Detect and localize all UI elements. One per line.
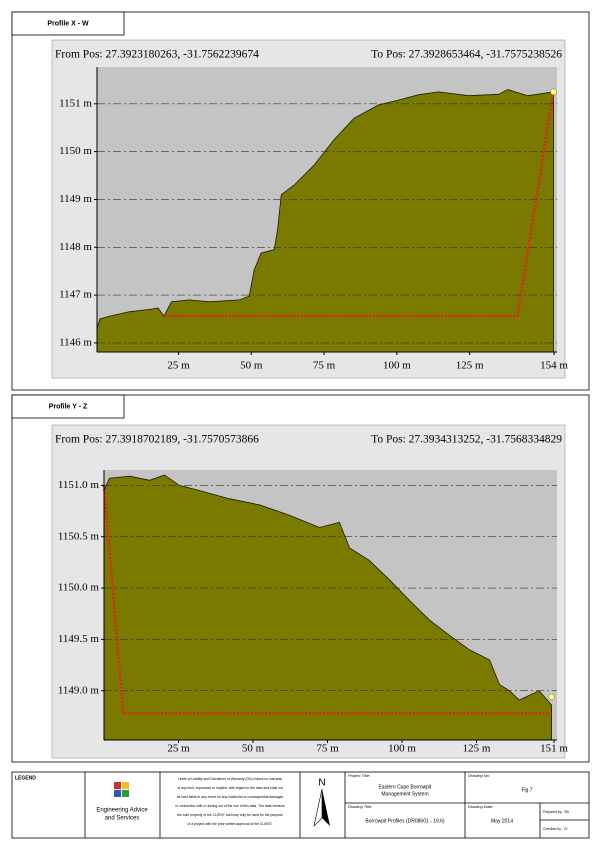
disclaimer-line: of a project with the prior written appr… [188,822,273,826]
field-label: Project Title: [348,773,370,778]
x-tick-label: 154 m [540,360,568,372]
y-tick-label: 1150 m [59,145,92,157]
y-tick-label: 1149 m [59,193,92,205]
disclaimer-line: of any kind, expressed or implied, with … [177,786,282,790]
field-label: Drawing Title: [348,804,372,809]
panel-title: Profile X - W [47,20,89,27]
from-position: From Pos: 27.3918702189, -31.7570573866 [55,434,259,446]
to-position: To Pos: 27.3934313252, -31.7568334829 [371,434,562,446]
y-tick-label: 1151.0 m [58,479,100,491]
route-line [102,485,552,715]
charts: Profile X - W From Pos: 27.3923180263, -3… [11,11,590,763]
x-tick-label: 25 m [167,360,190,372]
route-line [164,91,555,318]
title-block-frame [11,771,590,839]
y-tick-label: 1150.5 m [58,530,100,542]
x-tick-label: 125 m [463,743,491,755]
y-tick-label: 1149.0 m [58,684,100,696]
drawing-title: Borrowpit Profiles (DR08601 - 19.6) [365,818,445,824]
y-tick-label: 1148 m [59,241,92,253]
title-block: LEGEND Engineering Advice and Services L… [11,771,590,839]
y-tick-label: 1146 m [59,336,92,348]
north-label: N [318,778,325,789]
project-title: Eastern Cape Borrowpit [378,784,432,790]
panel-title: Profile Y - Z [49,403,88,410]
disclaimer-line: Limits of Liability and Disclaimer of Wa… [178,777,283,781]
disclaimer-line: be held liable in any event for any inci… [177,795,284,799]
terrain-area [96,89,554,353]
disclaimer-line: the sole property of the CLIENT and may … [177,813,283,817]
checked-by: Checked by : JV [543,827,568,831]
y-tick-label: 1151 m [59,97,92,109]
x-tick-label: 50 m [240,360,263,372]
x-tick-label: 50 m [242,743,265,755]
x-tick-label: 100 m [383,360,411,372]
company-name: Engineering Advice [96,808,148,814]
x-tick-label: 25 m [167,743,190,755]
legend-label: LEGEND [15,775,36,781]
terrain-area [103,474,552,741]
profile-panel: Profile X - W From Pos: 27.3923180263, -3… [11,11,590,391]
logo [114,782,129,797]
profile-panel: Profile Y - Z From Pos: 27.3918702189, -3… [11,394,590,763]
end-marker [548,693,555,701]
disclaimer: Limits of Liability and Disclaimer of Wa… [175,777,284,826]
end-marker [550,88,557,96]
field-label: Drawing Date: [468,804,493,809]
disclaimer-line: in connection with or arising out of the… [175,804,284,808]
field-label: Drawing No: [468,773,490,778]
to-position: To Pos: 27.3928653464, -31.7575238526 [371,49,562,61]
panel-label-box [11,394,125,419]
north-arrow [322,789,330,826]
x-tick-label: 151 m [540,743,568,755]
project-title: Management System [381,791,428,797]
company-name: and Services [105,816,140,822]
x-tick-label: 100 m [388,743,416,755]
panel-label-box [11,11,125,36]
north-arrow [313,788,323,827]
y-tick-label: 1150.0 m [58,582,100,594]
y-tick-label: 1149.5 m [58,633,100,645]
drawing-no: Fig 7 [521,787,532,793]
y-tick-label: 1147 m [59,289,92,301]
x-tick-label: 75 m [313,360,336,372]
x-tick-label: 125 m [456,360,484,372]
drawing-date: May 2014 [491,818,513,824]
prepared-by: Prepared by : SB [543,810,570,814]
x-tick-label: 75 m [316,743,339,755]
from-position: From Pos: 27.3923180263, -31.7562239674 [55,49,259,61]
